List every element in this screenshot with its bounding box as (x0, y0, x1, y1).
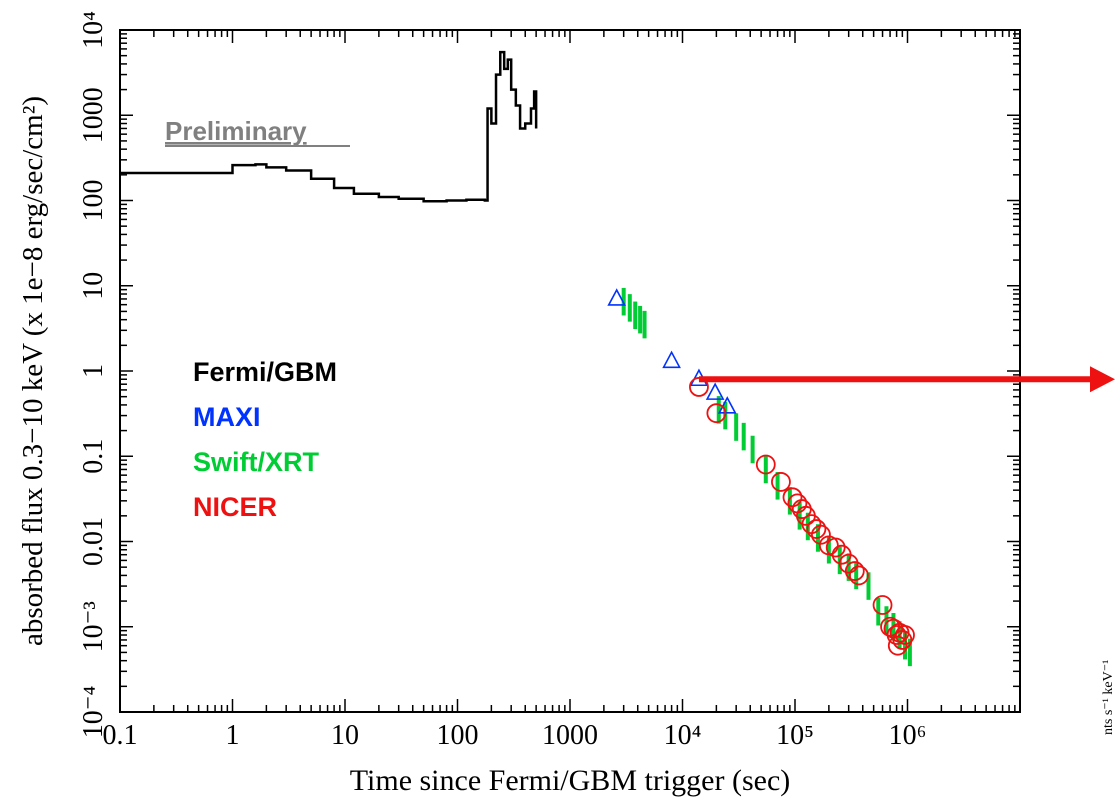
nicer-point (771, 472, 791, 492)
maxi-point (717, 396, 737, 414)
preliminary-annotation: Preliminary (165, 116, 307, 146)
nicer-point (849, 565, 869, 586)
nicer-point (872, 595, 893, 615)
y-tick-label: 0.1 (78, 439, 109, 474)
series-line-fermi-gbm (120, 50, 538, 203)
legend-label-nicer: NICER (193, 492, 277, 522)
x-tick-label: 10 (331, 720, 359, 751)
y-tick-label: 10⁴ (78, 11, 109, 49)
y-tick-label: 0.01 (78, 517, 109, 566)
x-tick-label: 0.1 (103, 720, 138, 751)
nicer-point (892, 630, 913, 650)
nicer-point (811, 524, 831, 545)
y-tick-label: 10⁻³ (78, 601, 109, 652)
x-tick-label: 10⁶ (889, 720, 927, 751)
nicer-point (886, 625, 907, 645)
nicer-point (706, 403, 727, 424)
maxi-point (662, 350, 681, 369)
nicer-point (755, 454, 776, 475)
legend: Fermi/GBM MAXI Swift/XRT NICER (193, 357, 337, 522)
red-arrow-head (1090, 366, 1115, 393)
legend-label-maxi: MAXI (193, 402, 261, 432)
x-tick-label: 10⁵ (776, 720, 814, 751)
legend-label-fermi-gbm: Fermi/GBM (193, 357, 337, 387)
nicer-point (887, 635, 908, 656)
y-tick-label: 100 (78, 180, 109, 222)
x-tick-label: 1 (226, 720, 240, 751)
right-edge-label: nts s⁻¹ keV⁻¹ (1101, 660, 1115, 735)
legend-label-swift-xrt: Swift/XRT (193, 447, 320, 477)
y-tick-label: 10 (78, 272, 109, 300)
nicer-point (844, 561, 865, 581)
nicer-point (895, 625, 915, 645)
nicer-point (838, 553, 859, 574)
axis-ticks-group (119, 30, 1020, 713)
x-axis-label: Time since Fermi/GBM trigger (sec) (350, 764, 791, 797)
series-group (120, 50, 915, 667)
x-tick-label: 1000 (542, 720, 598, 751)
y-tick-label: 10⁻⁴ (78, 686, 109, 739)
arrow-group (698, 366, 1115, 393)
nicer-point (806, 519, 827, 539)
tick-labels-group: 0.1 1 10 100 1000 10⁴ 10⁵ 10⁶ 10⁻⁴ 10⁻³ 0.01 0.1 1 10… (78, 11, 926, 751)
maxi-point (705, 382, 725, 400)
x-tick-label: 10⁴ (664, 720, 702, 751)
y-tick-label: 1000 (78, 87, 109, 143)
nicer-point (782, 487, 803, 508)
y-tick-label: 1 (78, 364, 109, 378)
y-axis-label: absorbed flux 0.3−10 keV (x 1e−8 erg/sec… (17, 96, 49, 646)
maxi-point (607, 288, 627, 306)
nicer-point (825, 537, 846, 558)
x-tick-label: 100 (437, 720, 479, 751)
